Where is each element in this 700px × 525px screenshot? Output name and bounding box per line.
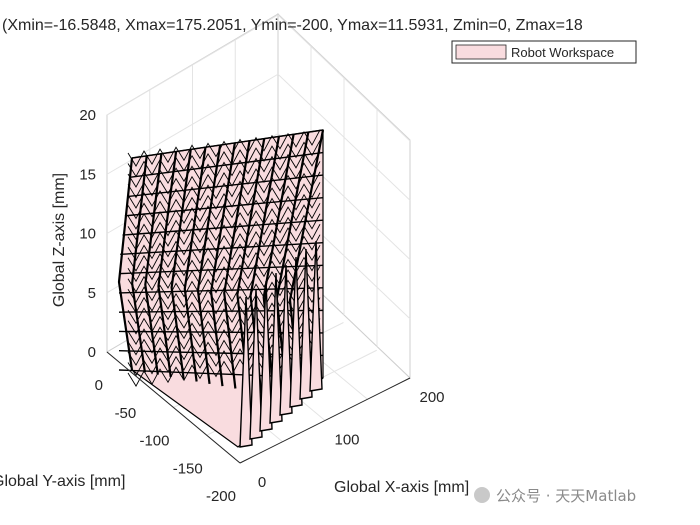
x-tick-label: 200 [419,389,444,406]
workspace-mesh [127,265,321,304]
legend-label-robot-workspace: Robot Workspace [511,45,614,60]
workspace-mesh [127,161,321,199]
workspace-blade [289,256,303,408]
axis-lines [106,351,411,464]
workspace-slice [223,140,251,389]
y-tick-label: 0 [95,377,103,394]
z-tick-label: 5 [88,285,96,302]
z-tick-label: 0 [88,344,96,361]
workspace-slice [131,155,148,373]
workspace-mesh [127,129,321,167]
workspace-mesh [127,140,321,178]
z-tick-label: 15 [79,166,96,183]
workspace-slice [170,149,192,380]
watermark-text: 公众号 · 天天Matlab [496,487,636,505]
robot-workspace-surface [117,129,325,448]
workspace-wire [118,309,324,313]
legend-swatch [455,44,507,60]
workspace-slice [144,153,163,375]
workspace-blade [249,288,263,440]
workspace-blade [259,280,273,432]
workspace-blade [269,272,283,424]
workspace-wire [120,242,324,256]
workspace-mesh [127,182,321,220]
y-tick-label: -200 [206,488,236,505]
workspace-wire [118,287,324,294]
z-axis-label: Global Z-axis [mm] [51,173,68,307]
workspace-slice [117,157,134,371]
workspace-slice [209,142,236,387]
watermark: 公众号 · 天天Matlab [474,487,636,505]
workspace-mesh [127,286,321,325]
workspace-mesh [127,276,321,314]
workspace-mesh [127,203,321,241]
y-tick-label: -50 [115,405,137,422]
x-axis-label: Global X-axis [mm] [334,479,469,496]
x-tick-label: 0 [258,474,266,491]
y-tick-label: -150 [173,460,203,477]
workspace-mesh [127,213,321,251]
z-tick-label: 20 [79,107,96,124]
y-axis-label: Global Y-axis [mm] [0,473,125,490]
workspace-mesh [127,171,321,209]
workspace-wire [131,129,324,159]
workspace-blade [309,240,323,392]
workspace-mesh [127,150,321,188]
workspace-slice [183,147,207,382]
z-tick-label: 10 [79,226,96,243]
workspace-mesh [127,255,321,293]
x-tick-label: 100 [334,432,359,449]
workspace-mesh [127,234,321,272]
chart-title: (Xmin=-16.5848, Xmax=175.2051, Ymin=-200… [2,17,583,34]
workspace-mesh [127,224,321,262]
workspace-mesh [127,244,321,283]
workspace-wire [118,264,324,275]
workspace-blade [279,264,293,416]
legend: Robot Workspace [451,40,637,64]
y-tick-label: -100 [139,433,169,450]
workspace-slice [157,151,178,378]
workspace-blade [239,296,253,448]
workspace-blade [299,248,313,400]
workspace-mesh [127,192,321,230]
